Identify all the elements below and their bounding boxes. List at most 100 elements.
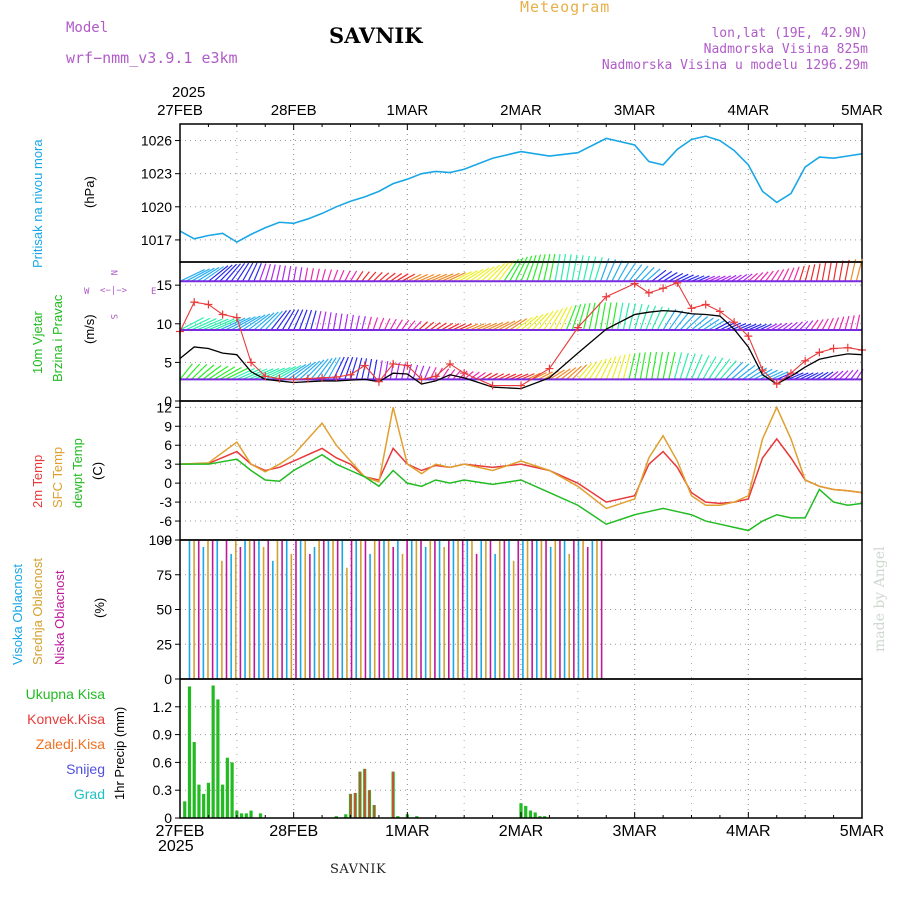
wind-barb [242, 314, 266, 331]
wind-barb [361, 316, 366, 331]
wind-gust-marker [218, 310, 227, 319]
wind-gust-marker [772, 380, 781, 389]
wind-gust-marker [417, 375, 426, 384]
wind-barb [583, 361, 598, 380]
wind-barb [208, 318, 235, 331]
wind-barb [605, 302, 612, 331]
wind-barb [827, 317, 834, 331]
wind-barb [327, 312, 332, 331]
wind-barb [219, 366, 242, 380]
wind-barb [537, 254, 546, 282]
wind-ytick-label: 15 [156, 277, 172, 293]
precip-total-bar [197, 784, 201, 818]
wind-gust-marker [801, 356, 810, 365]
wind-barb [560, 254, 567, 282]
wind-barb [657, 270, 673, 282]
wind-barb [810, 371, 824, 380]
wind-barb [338, 356, 349, 380]
wind-barb [531, 254, 542, 282]
wind-barb [832, 261, 838, 282]
wind-barb [332, 356, 345, 380]
wind-barb [452, 271, 472, 282]
station-title: SAVNIK [329, 23, 423, 48]
wind-barb [276, 365, 302, 380]
model-elevation-label: Nadmorska Visina u modelu 1296.29m [601, 58, 868, 73]
wind-barb [532, 372, 547, 380]
legend-total-rain: Ukupna Kisa [25, 686, 105, 702]
wind-barb [190, 364, 208, 380]
wind-barb [582, 255, 590, 282]
wind-barb [622, 302, 630, 331]
wind-barb [719, 321, 736, 331]
wind-barb [673, 352, 683, 380]
wind-gust-marker [573, 323, 582, 332]
x-tick-label-top: 4MAR [727, 102, 769, 119]
wind-barb [560, 367, 577, 380]
wind-barb [617, 261, 630, 282]
year-bottom: 2025 [158, 838, 194, 855]
wind-barb [662, 308, 677, 331]
wind-barb [349, 270, 358, 282]
wind-barb [708, 319, 726, 331]
cloud-ytick-label: 50 [156, 602, 172, 618]
wind-barb [565, 304, 577, 331]
precip-ytick-label: 0 [164, 810, 172, 826]
temp-ytick-label: 9 [164, 418, 172, 434]
precip-ytick-label: 0.9 [153, 727, 173, 743]
wind-barb [765, 323, 778, 331]
precip-total-bar [396, 816, 400, 818]
wind-barb [668, 310, 684, 331]
wind-barb [310, 358, 329, 380]
wind-barb [423, 366, 431, 380]
wind-barb [611, 355, 622, 380]
temp-ytick-label: -9 [160, 532, 173, 548]
wind-barb [412, 273, 428, 282]
wind-barb [679, 352, 689, 380]
wind-gust-marker [275, 374, 284, 383]
wind-barb [725, 361, 744, 380]
precip-total-bar [244, 813, 248, 818]
wind-barb [480, 322, 497, 331]
wind-barb [179, 363, 193, 380]
temp-ytick-label: -6 [160, 513, 173, 529]
wind-barb [355, 270, 364, 282]
wind-barb [469, 323, 485, 331]
wind-barb [327, 356, 341, 380]
wind-barb [418, 273, 435, 282]
wind-barb [850, 369, 859, 380]
wind-barb [475, 372, 486, 380]
wind-barb [673, 311, 690, 331]
wind-gust-marker [730, 318, 739, 327]
wind-barb [577, 362, 593, 380]
wind-barb [304, 267, 309, 282]
wind-barb [639, 352, 646, 380]
wind-gust-marker [815, 348, 824, 357]
wind-barb [475, 323, 491, 331]
wind-barb [685, 314, 703, 331]
temp-2m-line [179, 437, 863, 505]
wind-barb [327, 269, 333, 282]
wind-barb [270, 366, 297, 380]
wind-ytick-label: 0 [164, 393, 172, 409]
wind-barb [219, 263, 237, 282]
wind-barb [213, 264, 233, 282]
wind-barb [821, 371, 834, 380]
wind-barb [389, 318, 397, 331]
wind-barb [355, 315, 360, 331]
footer-station: SAVNIK [330, 862, 387, 877]
wind-barb [435, 273, 454, 282]
wind-barb [691, 316, 709, 331]
wind-barb [776, 322, 788, 331]
wind-barb [520, 315, 539, 331]
wind-barb [844, 259, 850, 282]
wind-gust-marker [602, 292, 611, 301]
wind-barb [236, 315, 261, 331]
wind-gust-marker [232, 313, 241, 322]
wind-barb [770, 269, 780, 282]
wind-barb [208, 265, 229, 282]
wind-barb [537, 310, 554, 331]
wind-gust-marker [360, 361, 369, 370]
wind-barb [293, 266, 297, 282]
wind-gust-marker [488, 381, 497, 390]
wind-barb [281, 265, 286, 282]
